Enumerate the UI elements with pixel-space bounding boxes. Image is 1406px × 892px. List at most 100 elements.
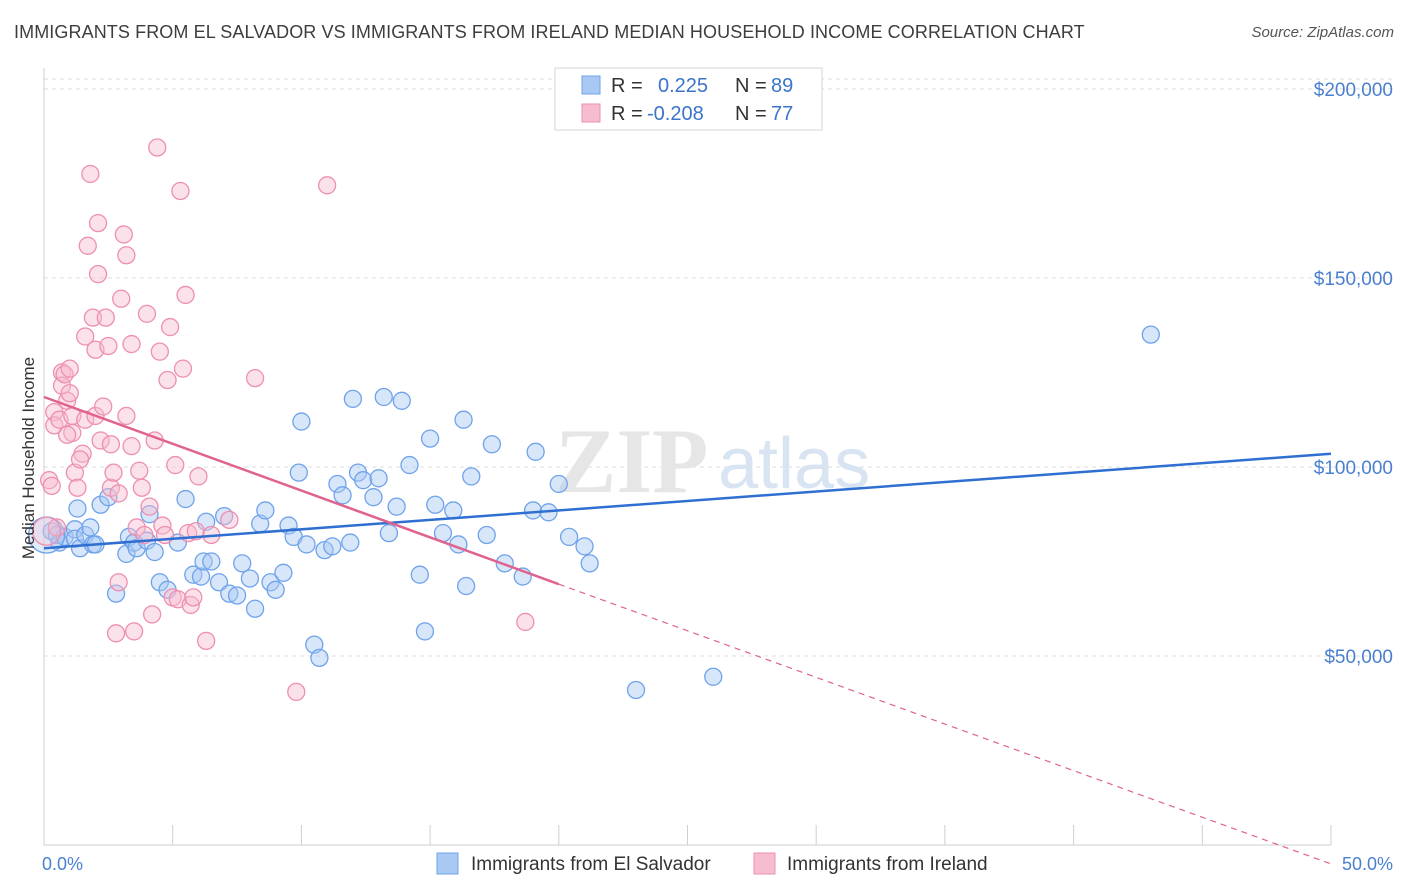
data-point-ireland-47	[148, 138, 167, 157]
data-point-ireland-9	[60, 359, 79, 378]
data-point-ireland-23	[88, 213, 108, 233]
watermark: ZIP atlas	[555, 410, 870, 512]
data-point-el-salvador-21	[145, 542, 164, 562]
legend-r-value-1: 0.225	[658, 75, 708, 97]
data-point-ireland-41	[127, 518, 146, 537]
bottom-legend-label-ireland: Immigrants from Ireland	[787, 854, 988, 875]
data-point-el-salvador-6	[68, 499, 87, 518]
data-point-ireland-10	[60, 384, 79, 403]
legend-swatch-pink	[581, 103, 601, 123]
bottom-legend-swatch-pink	[753, 852, 776, 875]
bottom-legend-swatch-blue	[436, 852, 459, 875]
y-tick-label-0: $50,000	[1324, 647, 1393, 668]
data-point-ireland-45	[142, 605, 162, 624]
data-point-el-salvador-49	[310, 648, 329, 668]
data-point-el-salvador-42	[274, 563, 293, 582]
data-point-el-salvador-28	[194, 552, 213, 571]
data-point-el-salvador-22	[150, 573, 169, 592]
data-point-ireland-18	[78, 236, 97, 255]
data-point-ireland-69	[317, 176, 337, 195]
trend-line-ireland	[43, 395, 560, 586]
data-point-el-salvador-30	[202, 552, 221, 571]
data-point-el-salvador-82	[549, 474, 568, 494]
data-point-ireland-51	[158, 370, 177, 390]
source-credit: Source: ZipAtlas.com	[1251, 24, 1394, 41]
data-point-el-salvador-39	[256, 501, 275, 520]
data-point-ireland-57	[173, 359, 193, 378]
data-point-ireland-48	[150, 342, 169, 361]
data-point-el-salvador-41	[266, 580, 285, 599]
data-point-ireland-36	[117, 246, 136, 265]
data-point-el-salvador-62	[387, 497, 406, 516]
data-point-el-salvador-86	[626, 680, 646, 700]
data-point-el-salvador-66	[415, 622, 435, 641]
data-point-el-salvador-67	[420, 429, 440, 448]
data-point-ireland-28	[99, 336, 118, 356]
data-point-ireland-76	[140, 497, 159, 516]
series-legend: Immigrants from El Salvador Immigrants f…	[436, 852, 988, 875]
data-point-el-salvador-34	[227, 586, 247, 605]
data-point-ireland-58	[176, 285, 195, 305]
data-point-el-salvador-59	[369, 469, 388, 488]
data-point-el-salvador-9	[81, 518, 100, 537]
trend-line-ireland-extension	[558, 583, 1332, 865]
legend-r-value-2: -0.208	[647, 103, 704, 125]
data-point-el-salvador-84	[575, 537, 594, 556]
data-point-ireland-34	[112, 289, 131, 308]
legend-n-value-1: 89	[771, 75, 793, 97]
data-point-ireland-31	[104, 463, 123, 482]
data-point-ireland-27	[96, 308, 115, 327]
data-point-el-salvador-52	[328, 474, 347, 494]
y-tick-label-3: $200,000	[1314, 80, 1393, 101]
data-point-ireland-67	[245, 368, 265, 388]
data-point-el-salvador-35	[233, 554, 252, 573]
data-point-ireland-42	[132, 478, 151, 497]
data-point-el-salvador-4	[65, 520, 85, 539]
trend-lines	[43, 395, 1332, 865]
data-point-el-salvador-46	[292, 412, 311, 431]
data-point-ireland-44	[137, 304, 157, 323]
data-point-el-salvador-68	[426, 495, 445, 514]
data-point-el-salvador-51	[323, 537, 342, 556]
data-point-ireland-38	[122, 437, 141, 456]
chart-title: IMMIGRANTS FROM EL SALVADOR VS IMMIGRANT…	[14, 22, 1085, 42]
x-tick-label-end: 50.0%	[1342, 854, 1393, 874]
legend-n-label-2: N =	[735, 103, 767, 125]
data-point-ireland-32	[106, 624, 126, 643]
y-tick-label-2: $150,000	[1314, 269, 1393, 290]
x-tick-label-start: 0.0%	[42, 854, 83, 874]
data-point-el-salvador-75	[477, 525, 496, 545]
data-point-el-salvador-31	[209, 573, 229, 592]
data-point-el-salvador-72	[454, 410, 473, 429]
data-point-ireland-25	[91, 431, 110, 450]
data-point-ireland-74	[109, 484, 128, 503]
legend-r-label-1: R =	[611, 75, 643, 97]
legend-n-value-2: 77	[771, 103, 793, 125]
data-point-ireland-54	[166, 455, 185, 475]
data-point-el-salvador-76	[482, 435, 502, 454]
data-point-el-salvador-63	[392, 391, 411, 410]
data-point-ireland-66	[220, 510, 239, 530]
data-point-el-salvador-65	[410, 565, 429, 584]
data-point-ireland-61	[184, 588, 203, 607]
data-point-el-salvador-80	[526, 442, 545, 461]
data-point-ireland-cluster	[31, 516, 62, 546]
y-tick-label-1: $100,000	[1314, 458, 1393, 479]
data-point-el-salvador-36	[240, 569, 260, 588]
data-point-ireland-52	[160, 317, 180, 337]
data-point-el-salvador-70	[444, 501, 463, 520]
data-point-ireland-72	[58, 425, 77, 444]
data-point-ireland-56	[171, 181, 190, 201]
data-point-el-salvador-79	[523, 501, 543, 520]
data-point-el-salvador-83	[559, 527, 579, 547]
data-point-ireland-43	[135, 525, 154, 545]
data-point-ireland-33	[109, 573, 128, 592]
legend-n-label-1: N =	[735, 75, 767, 97]
data-point-el-salvador-64	[400, 455, 419, 475]
y-tick-labels: $50,000 $100,000 $150,000 $200,000	[1314, 80, 1393, 668]
data-point-ireland-26	[94, 397, 113, 416]
legend-swatch-blue	[581, 75, 601, 95]
data-point-ireland-7	[55, 365, 74, 384]
data-point-el-salvador-88	[1141, 325, 1160, 344]
